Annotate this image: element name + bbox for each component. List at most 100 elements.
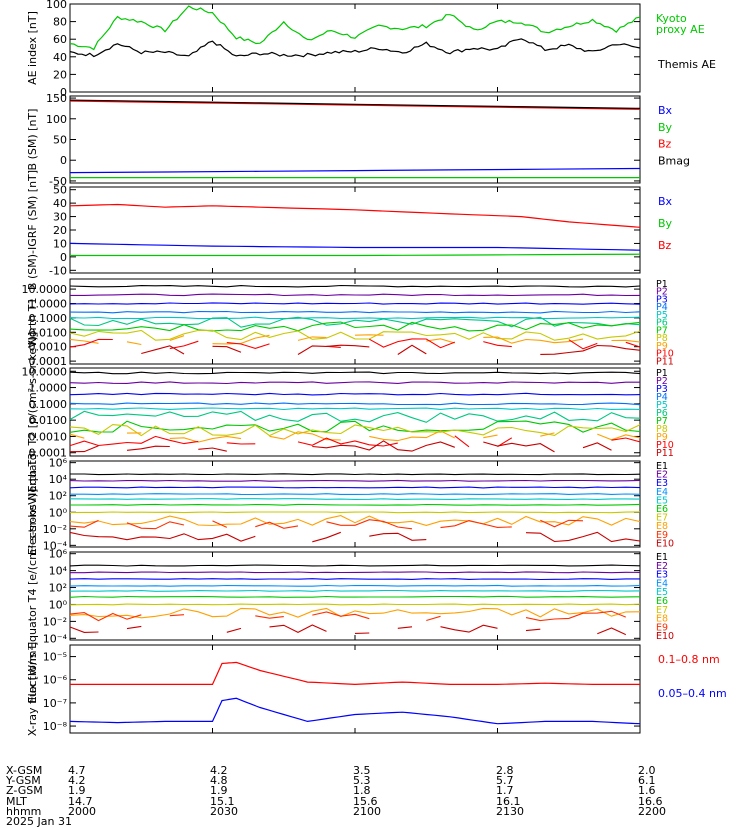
y-tick-label: 10⁻⁴ [43,632,68,645]
legend-label: E1 [656,461,668,472]
channel-line [69,424,641,437]
legend-label: E4 [656,487,668,498]
channel-line [69,511,641,514]
footer-col-0: 4.7 4.2 1.9 14.7 2000 [68,765,96,818]
footer-value: 5.3 [353,774,371,788]
legend-label: P1 [656,368,668,379]
channel-line [69,515,641,527]
legend-label: By [658,121,673,134]
themis-summary-plot: 100 80 60 40 20 0 AE index [nT] Kyoto proxy AE Th… [6,0,727,827]
y-tick-label: 0.1000 [29,398,68,411]
y-tick-label: 10⁶ [49,457,68,470]
legend-label: P10 [656,440,674,451]
legend-label: E3 [656,570,668,581]
y-axis-label: Equator T2 [p/(cm²-s-sr-keV)] [26,332,39,492]
footer-value: 2.8 [496,764,514,777]
legend-label: P9 [656,432,668,443]
y-tick-label: 10² [49,582,67,595]
legend-label: P7 [656,416,668,427]
y-tick-label: 60 [53,33,67,46]
legend-label: P4 [656,392,668,403]
series-line [69,203,641,228]
footer-value: 2.0 [638,764,656,777]
y-axis-label: AE index [nT] [26,11,39,85]
channel-line [69,334,641,346]
panel-frame [69,186,641,274]
legend-label: E8 [656,614,668,625]
channel-line [69,486,641,489]
legend-label: E10 [656,631,674,642]
channel-line [141,344,641,355]
y-tick-label: 10⁻² [43,615,67,628]
y-axis-label: North T1 [26,298,39,346]
panel-frame [69,3,641,93]
legend-label: P8 [656,333,668,344]
y-tick-label: -50 [49,175,67,188]
y-tick-label: 40 [53,197,67,210]
legend-label: Kyoto [656,12,687,25]
channel-line [69,329,641,341]
footer-value: 14.7 [68,794,93,808]
panel-frame [69,644,641,734]
channel-line [69,284,641,288]
panel-1: 150 100 50 0 -50 B (SM) [nT] Bx By Bz Bmag [26,92,690,188]
y-tick-label: 50 [53,134,67,147]
footer-value: 4.2 [68,774,86,788]
series-line [69,242,641,251]
y-tick-label: 10⁻⁴ [43,539,68,552]
footer-label-mlt: MLT [6,794,27,808]
series-line [69,38,641,58]
channel-line [70,520,640,529]
y-tick-label: 0 [60,86,67,99]
channel-line [69,402,641,406]
footer-label-xgsm: X-GSM [6,764,43,777]
y-tick-label: 100 [46,113,67,126]
channel-line [70,493,641,496]
series-line [69,100,641,110]
legend-label: P11 [656,356,674,367]
footer-value: 6.1 [638,774,656,788]
footer-value: 2130 [496,804,524,818]
panel-frame [69,95,641,184]
channel-line [69,607,641,619]
channel-line [69,316,641,328]
channel-line [70,503,641,506]
y-tick-label: 10⁻⁵ [43,651,67,664]
footer-value: 2100 [353,804,381,818]
legend-label: Bx [658,104,673,117]
y-tick-label: 100 [46,0,67,11]
channel-line [69,435,641,448]
footer-value: 1.9 [68,784,86,798]
footer-label-hhmm: hhmm [6,804,42,818]
y-tick-label: 0.0001 [29,355,68,368]
legend-label: P7 [656,325,668,336]
y-tick-label: 10.0000 [22,365,68,378]
panel-5: 10⁶ 10⁴ 10² 10⁰ 10⁻² 10⁻⁴ Electrons North T3 E1… [26,453,674,555]
y-tick-label: 10⁴ [49,473,68,486]
panel-7: 10⁻⁵ 10⁻⁶ 10⁻⁷ 10⁻⁸ X-ray flux [W/m²] 0.1–0.8… [26,642,727,736]
legend-label: E7 [656,605,668,616]
footer-label-zgsm: Z-GSM [6,784,43,798]
footer-value: 2000 [68,804,96,818]
legend-label: P5 [656,400,668,411]
channel-line [69,595,641,598]
channel-line [69,531,641,543]
legend-label: P3 [656,384,668,395]
y-tick-label: 20 [53,224,67,237]
y-tick-label: 10 [53,237,67,250]
y-tick-label: 50 [53,184,67,197]
footer-col-1: 4.2 4.8 1.9 15.1 2030 [210,765,238,817]
legend-label: Bmag [658,154,690,167]
channel-line [69,440,612,453]
y-axis-label: B (SM) [nT] [26,109,39,171]
legend-label: E2 [656,561,668,572]
y-axis-label: Electrons North T3 [26,453,39,555]
footer-col-2: 3.5 5.3 1.8 15.6 2100 [353,765,381,818]
legend-label: 0.1–0.8 nm [658,653,720,666]
legend-label: Bz [658,138,672,151]
footer-value: 5.7 [496,774,514,788]
channel-line [69,430,641,443]
footer-value: 1.7 [496,784,514,798]
channel-line [69,479,641,482]
